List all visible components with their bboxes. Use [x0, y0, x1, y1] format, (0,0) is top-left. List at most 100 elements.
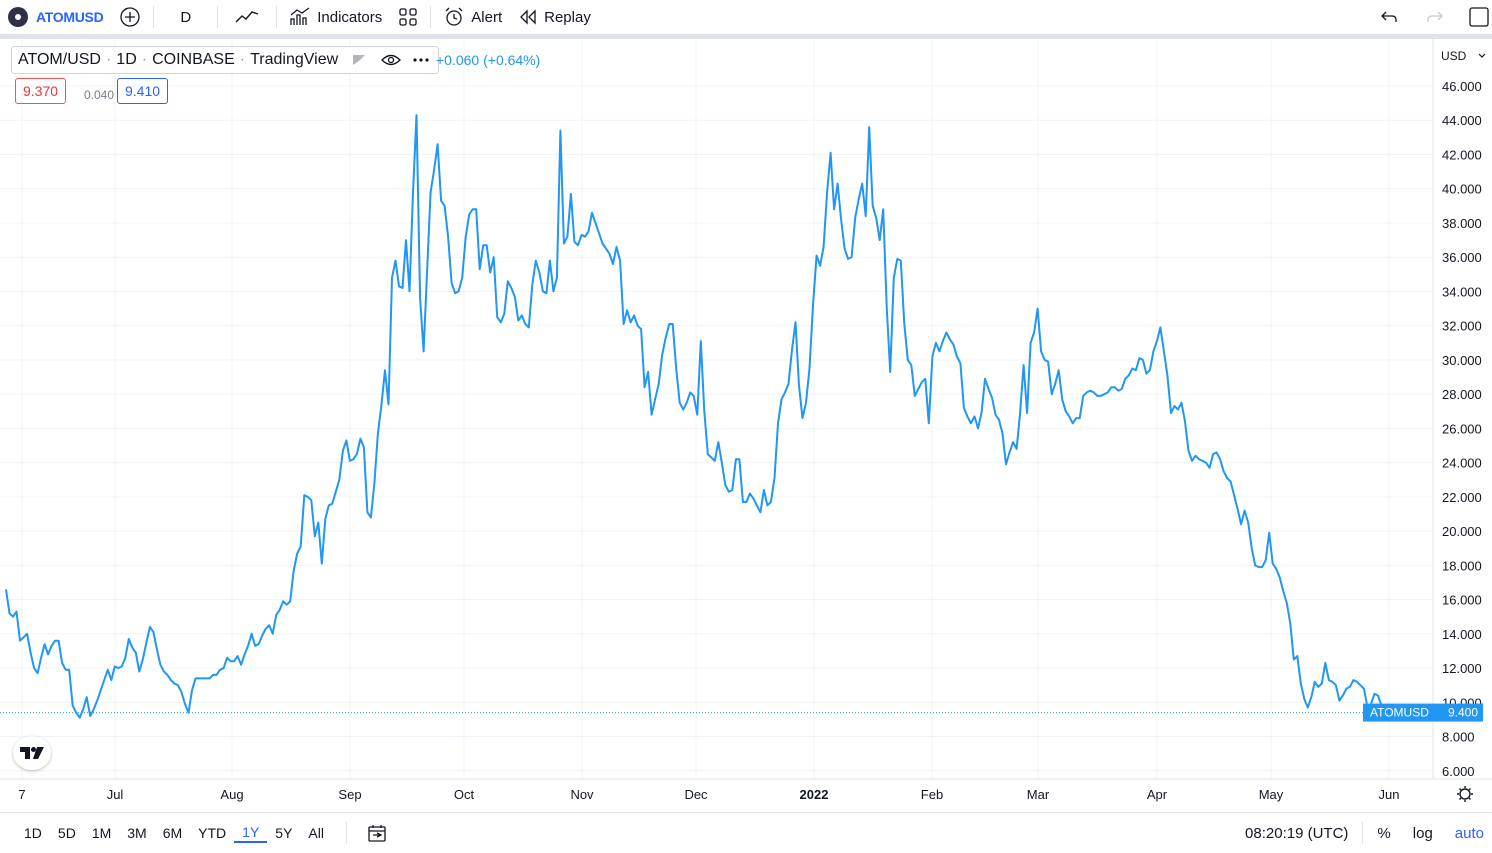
toolbar-gap [0, 35, 1492, 39]
time-axis: 7 Jul Aug Sep Oct Nov Dec 2022 Feb Mar Apr May Jun [18, 787, 1399, 802]
price-tick-label: 28.000 [1442, 387, 1482, 402]
compare-button[interactable] [111, 0, 149, 34]
legend-separator: · [239, 51, 246, 68]
price-tick-label: 32.000 [1442, 319, 1482, 334]
price-tick-label: 14.000 [1442, 627, 1482, 642]
currency-selector[interactable]: USD [1441, 49, 1486, 63]
price-tick-label: 8.000 [1442, 730, 1475, 745]
price-tick-label: 30.000 [1442, 353, 1482, 368]
eye-icon[interactable] [380, 53, 402, 67]
last-price-label: ATOMUSD 9.400 [1363, 703, 1483, 722]
price-tick-label: 22.000 [1442, 490, 1482, 505]
fullscreen-button[interactable] [1458, 0, 1492, 34]
tradingview-logo-icon [20, 747, 44, 759]
range-3m[interactable]: 3M [127, 825, 147, 841]
interval-button[interactable]: D [158, 0, 213, 34]
flag-icon[interactable] [350, 53, 368, 67]
bottom-right-tools: 08:20:19 (UTC) % log auto [1223, 813, 1484, 853]
range-5y[interactable]: 5Y [275, 825, 293, 841]
last-price-box [1363, 703, 1483, 722]
toolbar-divider [153, 6, 155, 28]
buy-price-button[interactable]: 9.410 [117, 78, 169, 104]
rewind-icon [520, 9, 536, 25]
time-tick-label: Dec [684, 787, 708, 802]
price-change: +0.060 (+0.64%) [436, 52, 541, 68]
gear-icon [1459, 788, 1471, 800]
auto-scale-toggle[interactable]: auto [1454, 824, 1484, 842]
price-chart[interactable]: 46.000 44.000 42.000 40.000 38.000 36.000 34.0… [0, 39, 1492, 811]
gear-teeth [1457, 786, 1473, 802]
time-tick-label: Apr [1147, 787, 1168, 802]
time-tick-label: Feb [921, 787, 943, 802]
legend-separator: · [141, 51, 148, 68]
toolbar-right [1366, 0, 1492, 34]
top-toolbar: ATOMUSD D Indicators [0, 0, 1492, 35]
range-1y[interactable]: 1Y [234, 823, 268, 843]
toolbar-divider [217, 6, 219, 28]
price-tick-label: 38.000 [1442, 216, 1482, 231]
range-all[interactable]: All [308, 825, 324, 841]
range-1d[interactable]: 1D [24, 825, 42, 841]
indicators-button[interactable]: Indicators [281, 0, 390, 34]
log-scale-toggle[interactable]: log [1412, 824, 1433, 842]
plus-circle-icon [120, 7, 141, 27]
templates-button[interactable] [390, 0, 426, 34]
replay-button[interactable]: Replay [510, 0, 599, 34]
price-series-line [5, 114, 1386, 719]
symbol-search[interactable]: ATOMUSD [0, 0, 111, 34]
chart-settings-button[interactable] [1457, 786, 1473, 802]
grid-icon [399, 8, 417, 26]
redo-button[interactable] [1412, 0, 1458, 34]
price-tick-label: 42.000 [1442, 147, 1482, 162]
time-tick-label: Sep [338, 787, 361, 802]
time-tick-label: Aug [220, 787, 243, 802]
alarm-clock-icon [445, 7, 463, 26]
time-tick-label: Mar [1027, 787, 1050, 802]
sell-price-button[interactable]: 9.370 [15, 78, 67, 104]
line-chart-icon [235, 11, 259, 23]
undo-icon [1381, 11, 1397, 22]
legend-exchange: COINBASE [152, 51, 235, 68]
more-icon[interactable] [410, 53, 432, 67]
toolbar-divider [345, 822, 347, 844]
time-tick-label: Jul [107, 787, 124, 802]
alert-button[interactable]: Alert [435, 0, 510, 34]
price-tick-label: 46.000 [1442, 79, 1482, 94]
indicators-label: Indicators [317, 8, 383, 26]
range-1m[interactable]: 1M [91, 825, 112, 841]
price-tick-label: 24.000 [1442, 456, 1482, 471]
toolbar-divider [276, 6, 278, 28]
toolbar-divider [1362, 822, 1364, 844]
toolbar-divider [430, 6, 432, 28]
alert-label: Alert [471, 8, 503, 26]
series-legend[interactable]: ATOM/USD · 1D · COINBASE · TradingView [11, 46, 440, 74]
replay-label: Replay [544, 8, 591, 26]
square-icon [1469, 7, 1489, 27]
chart-type-button[interactable] [222, 0, 272, 34]
time-tick-label: Oct [454, 787, 475, 802]
legend-separator: · [105, 51, 112, 68]
indicators-icon [290, 7, 310, 25]
chart-grid [0, 39, 1433, 779]
redo-icon [1427, 11, 1443, 22]
price-axis: 46.000 44.000 42.000 40.000 38.000 36.000 34.0… [1442, 79, 1482, 779]
undo-button[interactable] [1366, 0, 1412, 34]
price-tick-label: 36.000 [1442, 250, 1482, 265]
price-tick-label: 40.000 [1442, 182, 1482, 197]
time-tick-label: 2022 [800, 787, 829, 802]
price-tick-label: 26.000 [1442, 421, 1482, 436]
range-ytd[interactable]: YTD [198, 825, 227, 841]
range-selector: 1D 5D 1M 3M 6M YTD 1Y 5Y All [0, 823, 332, 843]
last-price-symbol: ATOMUSD [1370, 706, 1429, 720]
price-tick-label: 20.000 [1442, 524, 1482, 539]
tradingview-logo[interactable] [13, 736, 51, 770]
bottom-toolbar: 1D 5D 1M 3M 6M YTD 1Y 5Y All 08:20:19 (UTC) % lo… [0, 812, 1492, 853]
chevron-down-icon [1478, 53, 1486, 58]
price-tick-label: 6.000 [1442, 764, 1475, 779]
utc-clock[interactable]: 08:20:19 (UTC) [1245, 824, 1349, 842]
range-5d[interactable]: 5D [57, 825, 76, 841]
calendar-icon[interactable] [367, 823, 389, 843]
percent-scale-toggle[interactable]: % [1377, 824, 1391, 842]
range-6m[interactable]: 6M [162, 825, 183, 841]
chart-area[interactable]: 46.000 44.000 42.000 40.000 38.000 36.000 34.0… [0, 39, 1492, 811]
